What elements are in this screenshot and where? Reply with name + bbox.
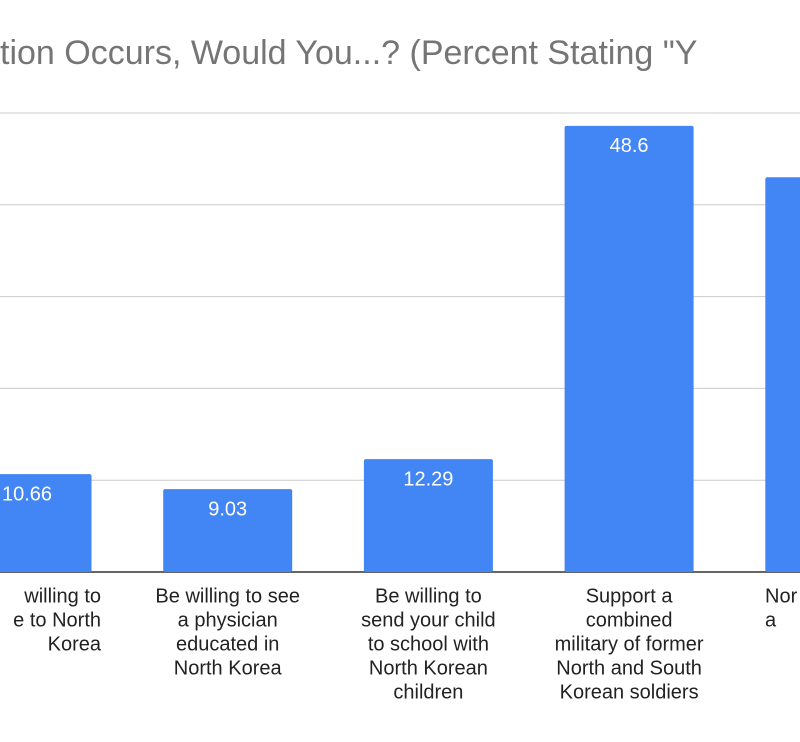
value-label: 48.6	[610, 135, 649, 157]
x-tick-label: educated in	[176, 633, 279, 655]
x-tick-label: combined	[586, 609, 673, 631]
x-tick-label: to school with	[368, 633, 489, 655]
x-tick-label: willing to	[23, 585, 101, 607]
x-tick-label: children	[393, 681, 463, 703]
x-tick-label: Be willing to see	[155, 585, 300, 607]
bar	[0, 474, 92, 572]
x-tick-label: Nor	[765, 585, 798, 607]
x-tick-label: send your child	[361, 609, 496, 631]
chart-title: tion Occurs, Would You...? (Percent Stat…	[0, 34, 697, 72]
x-tick-label: Korean soldiers	[560, 681, 699, 703]
x-tick-label: North and South	[556, 657, 702, 679]
x-tick-label: North Korean	[369, 657, 488, 679]
x-tick-label: Support a	[586, 585, 674, 607]
bar	[564, 125, 694, 573]
x-tick-label: a	[765, 609, 777, 631]
x-tick-label: e to North	[13, 609, 101, 631]
x-tick-label: a physician	[178, 609, 278, 631]
value-label: 9.03	[208, 498, 247, 520]
bar	[363, 459, 493, 572]
x-tick-label: Korea	[48, 633, 102, 655]
bar	[163, 489, 293, 572]
bar	[765, 177, 800, 572]
x-tick-label: military of former	[555, 633, 704, 655]
x-tick-label: North Korea	[174, 657, 283, 679]
value-label: 12.29	[403, 468, 453, 490]
x-tick-label: Be willing to	[375, 585, 482, 607]
value-label: 10.66	[2, 483, 52, 505]
